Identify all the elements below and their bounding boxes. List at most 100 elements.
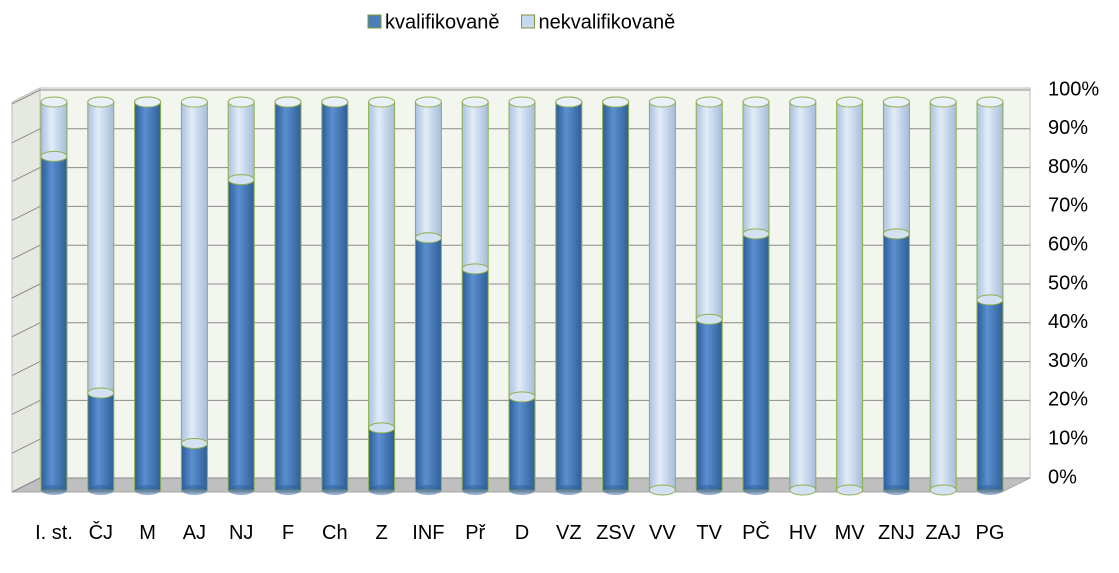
x-tick-label: MV bbox=[834, 522, 865, 544]
x-tick-label: PČ bbox=[742, 522, 770, 544]
bar-cap bbox=[555, 96, 583, 108]
bar-cap bbox=[321, 96, 349, 108]
bar-segment bbox=[836, 101, 864, 491]
y-tick-label: 10% bbox=[1048, 427, 1088, 449]
bar-cap bbox=[882, 96, 910, 108]
x-tick-label: Z bbox=[375, 522, 388, 544]
bar-segment bbox=[742, 233, 770, 491]
y-tick-label: 100% bbox=[1048, 78, 1099, 100]
bar-bottom bbox=[134, 485, 161, 495]
bar-cap bbox=[695, 313, 723, 325]
bar-cap bbox=[368, 422, 396, 434]
bar-cap bbox=[461, 263, 489, 275]
bar-cap bbox=[461, 96, 489, 108]
x-tick-label: F bbox=[281, 522, 295, 544]
y-tick-label: 90% bbox=[1048, 117, 1088, 139]
x-tick-label: M bbox=[139, 522, 156, 544]
y-tick-label: 70% bbox=[1048, 195, 1088, 217]
bar-bottom bbox=[321, 485, 348, 495]
bar-cap bbox=[882, 228, 910, 240]
bar-cap bbox=[976, 294, 1004, 306]
bar-cap bbox=[368, 96, 396, 108]
y-tick-label: 60% bbox=[1048, 233, 1088, 255]
bar-segment bbox=[134, 101, 162, 491]
bar-bottom bbox=[228, 485, 255, 495]
bar-segment bbox=[87, 392, 115, 491]
x-tick-label: NJ bbox=[228, 522, 254, 544]
legend-swatch bbox=[521, 14, 536, 29]
legend-label: nekvalifikovaně bbox=[539, 11, 676, 33]
bar-cap bbox=[789, 96, 817, 108]
bar-segment bbox=[695, 101, 723, 320]
bar-bottom bbox=[743, 485, 769, 495]
bar-cap bbox=[742, 96, 770, 108]
bar-segment bbox=[929, 101, 957, 491]
grid-line-side bbox=[11, 438, 41, 454]
bar-cap bbox=[929, 96, 957, 108]
bar-bottom bbox=[275, 485, 301, 495]
grid-line-side bbox=[11, 361, 41, 377]
bar-cap bbox=[414, 232, 442, 244]
bar-cap bbox=[836, 484, 864, 496]
bar-segment bbox=[789, 101, 817, 491]
bar-cap bbox=[227, 174, 255, 186]
bar-cap bbox=[508, 96, 536, 108]
bar-cap bbox=[508, 391, 536, 403]
bar-segment bbox=[508, 396, 536, 491]
bar-bottom bbox=[41, 485, 67, 495]
bar-cap bbox=[414, 96, 442, 108]
y-tick-label: 40% bbox=[1048, 311, 1088, 333]
bar-segment bbox=[321, 101, 349, 491]
bar-segment bbox=[180, 101, 208, 444]
bar-segment bbox=[227, 101, 255, 181]
bar-cap bbox=[602, 96, 630, 108]
bar-cap bbox=[40, 96, 68, 108]
bar-bottom bbox=[602, 485, 629, 495]
bar-bottom bbox=[181, 485, 208, 495]
bar-cap bbox=[274, 96, 302, 108]
bar-cap bbox=[836, 96, 864, 108]
bar-segment bbox=[274, 101, 302, 491]
bar-segment bbox=[508, 101, 536, 398]
grid-line-side bbox=[11, 89, 41, 105]
bar-bottom bbox=[696, 485, 723, 495]
bar-cap bbox=[789, 484, 817, 496]
x-tick-label: HV bbox=[788, 522, 817, 544]
grid-line-side bbox=[11, 167, 41, 183]
bar-segment bbox=[648, 101, 676, 491]
grid-line-side bbox=[11, 322, 41, 338]
y-tick-label: 80% bbox=[1048, 156, 1088, 178]
bar-cap bbox=[180, 96, 208, 108]
x-tick-label: TV bbox=[696, 522, 722, 544]
x-tick-label: Př bbox=[465, 522, 486, 544]
bar-segment bbox=[461, 268, 489, 491]
bar-segment bbox=[227, 179, 255, 491]
x-tick-label: I. st. bbox=[35, 522, 73, 544]
bar-segment bbox=[695, 318, 723, 491]
bar-segment bbox=[414, 101, 442, 239]
x-tick-label: VV bbox=[649, 522, 676, 544]
grid-line-side bbox=[11, 244, 41, 260]
bar-bottom bbox=[87, 485, 114, 495]
bar-segment bbox=[976, 101, 1004, 301]
y-tick-label: 50% bbox=[1048, 272, 1088, 294]
bar-bottom bbox=[368, 485, 395, 495]
x-tick-label: PG bbox=[975, 522, 1005, 544]
grid-line-side bbox=[11, 205, 41, 221]
bar-bottom bbox=[883, 485, 910, 495]
x-tick-label: D bbox=[514, 522, 530, 544]
bar-bottom bbox=[462, 485, 489, 495]
bar-segment bbox=[40, 155, 68, 491]
bar-segment bbox=[882, 233, 910, 491]
bar-segment bbox=[461, 101, 489, 270]
bar-bottom bbox=[555, 485, 582, 495]
grid-line-side bbox=[11, 128, 41, 144]
bar-segment bbox=[555, 101, 583, 491]
bar-bottom bbox=[415, 485, 442, 495]
bar-cap bbox=[695, 96, 723, 108]
bar-cap bbox=[87, 96, 115, 108]
bar-segment bbox=[414, 237, 442, 491]
grid-line-side bbox=[11, 399, 41, 415]
